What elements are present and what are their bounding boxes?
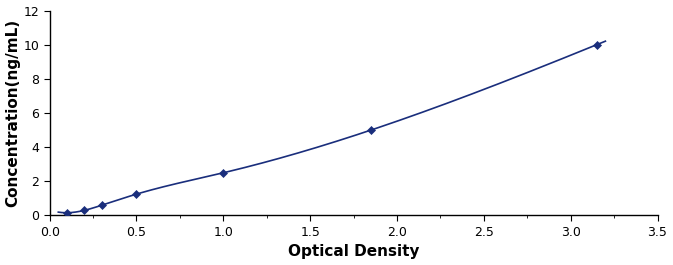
Y-axis label: Concentration(ng/mL): Concentration(ng/mL) <box>5 19 21 207</box>
X-axis label: Optical Density: Optical Density <box>288 244 419 259</box>
